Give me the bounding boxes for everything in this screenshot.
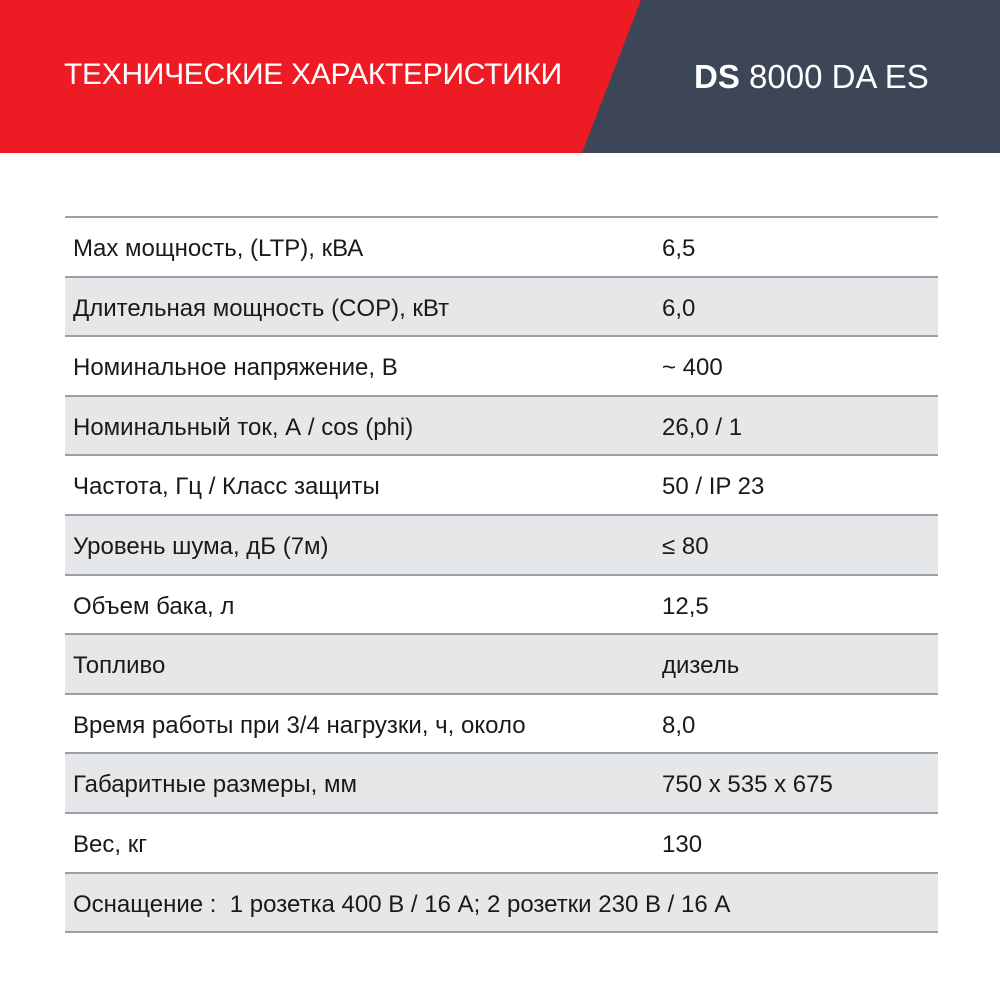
equipment-row: Оснащение : 1 розетка 400 В / 16 А; 2 ро… (65, 873, 938, 934)
spec-row: Объем бака, л 12,5 (65, 576, 938, 636)
spec-value: 50 / IP 23 (662, 473, 765, 501)
spec-label: Частота, Гц / Класс защиты (73, 473, 380, 501)
spec-row: Длительная мощность (COP), кВт 6,0 (65, 277, 938, 338)
header-dark-panel (582, 0, 1000, 153)
spec-value: 6,0 (662, 294, 696, 322)
page-title: ТЕХНИЧЕСКИЕ ХАРАКТЕРИСТИКИ (64, 58, 562, 91)
spec-row: Топливо дизель (65, 635, 938, 695)
spec-label: Уровень шума, дБ (7м) (73, 532, 329, 560)
spec-table: Max мощность, (LTP), кВА 6,5 Длительная м… (65, 216, 938, 934)
spec-row: Max мощность, (LTP), кВА 6,5 (65, 218, 938, 278)
spec-label: Объем бака, л (73, 592, 235, 620)
spec-row: Вес, кг 130 (65, 814, 938, 874)
model-number: 8000 DA ES (749, 58, 929, 95)
equipment-text: Оснащение : 1 розетка 400 В / 16 А; 2 ро… (73, 890, 731, 918)
spec-value: 8,0 (662, 711, 696, 739)
spec-row: Номинальное напряжение, В ~ 400 (65, 337, 938, 397)
spec-label: Время работы при 3/4 нагрузки, ч, около (73, 711, 526, 739)
spec-label: Габаритные размеры, мм (73, 771, 358, 799)
model-series: DS (694, 58, 740, 95)
spec-row: Габаритные размеры, мм 750 x 535 x 675 (65, 754, 938, 814)
spec-value: 6,5 (662, 235, 696, 262)
model-name: DS 8000 DA ES (694, 58, 929, 96)
spec-label: Топливо (73, 652, 166, 680)
spec-label: Длительная мощность (COP), кВт (73, 294, 450, 322)
spec-row: Частота, Гц / Класс защиты 50 / IP 23 (65, 456, 938, 516)
spec-value: 12,5 (662, 592, 709, 620)
spec-value: 26,0 / 1 (662, 413, 743, 441)
spec-value: 750 x 535 x 675 (662, 771, 833, 799)
spec-row: Время работы при 3/4 нагрузки, ч, около 8… (65, 695, 938, 755)
header-banner: ТЕХНИЧЕСКИЕ ХАРАКТЕРИСТИКИ DS 8000 DA ES (0, 0, 1000, 153)
spec-value: дизель (662, 652, 740, 680)
spec-label: Вес, кг (73, 830, 147, 858)
spec-label: Max мощность, (LTP), кВА (73, 235, 364, 262)
spec-value: ≤ 80 (662, 532, 709, 560)
spec-value: 130 (662, 830, 703, 858)
spec-value: ~ 400 (662, 354, 723, 382)
spec-label: Номинальный ток, А / cos (phi) (73, 413, 414, 441)
spec-row: Уровень шума, дБ (7м) ≤ 80 (65, 515, 938, 576)
spec-row: Номинальный ток, А / cos (phi) 26,0 / 1 (65, 396, 938, 457)
spec-label: Номинальное напряжение, В (73, 354, 398, 382)
